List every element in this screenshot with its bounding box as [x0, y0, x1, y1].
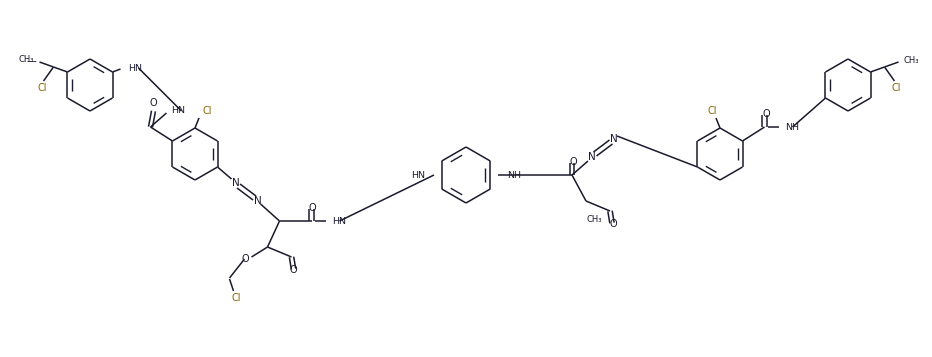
Text: N: N — [610, 134, 618, 144]
Text: Cl: Cl — [202, 106, 212, 116]
Text: CH₃: CH₃ — [903, 55, 919, 65]
Text: O: O — [150, 98, 158, 108]
Text: O: O — [762, 109, 771, 119]
Text: O: O — [610, 219, 617, 229]
Text: HN: HN — [129, 64, 143, 72]
Text: O: O — [308, 203, 316, 213]
Text: N: N — [232, 178, 240, 188]
Text: Cl: Cl — [37, 83, 48, 93]
Text: O: O — [569, 157, 577, 167]
Text: N: N — [254, 196, 261, 206]
Text: NH: NH — [786, 122, 800, 131]
Text: —: — — [27, 56, 36, 66]
Text: Cl: Cl — [232, 293, 241, 303]
Text: CH₃: CH₃ — [19, 55, 34, 64]
Text: HN: HN — [171, 106, 185, 115]
Text: O: O — [241, 254, 250, 264]
Text: Cl: Cl — [892, 83, 901, 93]
Text: Cl: Cl — [707, 106, 717, 116]
Text: HN: HN — [333, 216, 347, 226]
Text: N: N — [588, 152, 596, 162]
Text: O: O — [290, 265, 297, 275]
Text: HN: HN — [411, 171, 425, 180]
Text: CH₃: CH₃ — [586, 215, 602, 223]
Text: NH: NH — [507, 171, 521, 180]
